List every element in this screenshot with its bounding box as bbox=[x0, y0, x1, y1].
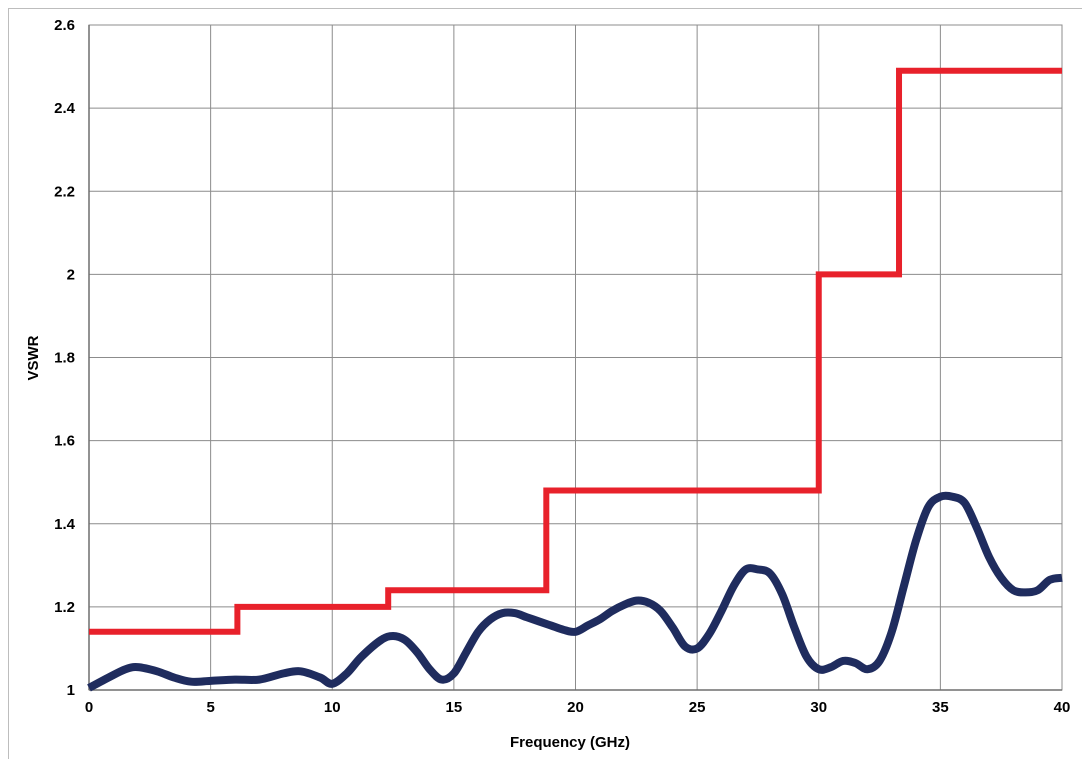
x-tick-label: 20 bbox=[567, 699, 584, 716]
y-tick-label: 1.2 bbox=[54, 599, 75, 616]
y-tick-label: 2.2 bbox=[54, 183, 75, 200]
tick-labels: 0 5 10 15 20 25 30 35 40 1 1.2 1.4 1.6 1.8 2 2.2 2.4 2.6 bbox=[54, 17, 1070, 716]
plot-area-border bbox=[88, 24, 1063, 691]
y-tick-label: 2.6 bbox=[54, 17, 75, 34]
x-tick-label: 15 bbox=[446, 699, 463, 716]
frame-border-left bbox=[8, 8, 9, 759]
x-tick-label: 30 bbox=[810, 699, 827, 716]
x-tick-label: 35 bbox=[932, 699, 949, 716]
x-tick-label: 0 bbox=[85, 699, 93, 716]
grid-lines bbox=[88, 24, 1063, 691]
x-tick-label: 25 bbox=[689, 699, 706, 716]
y-tick-label: 1.6 bbox=[54, 433, 75, 450]
y-tick-label: 2.4 bbox=[54, 100, 76, 117]
y-tick-label: 1 bbox=[67, 682, 75, 699]
y-tick-label: 1.4 bbox=[54, 516, 76, 533]
vswr-limit-step-line bbox=[89, 67, 1062, 635]
y-axis-title: VSWR bbox=[25, 335, 42, 380]
y-tick-label: 2 bbox=[67, 266, 75, 283]
x-tick-label: 10 bbox=[324, 699, 341, 716]
y-tick-label: 1.8 bbox=[54, 350, 75, 367]
x-tick-label: 5 bbox=[206, 699, 214, 716]
frame-border-top bbox=[8, 8, 1082, 9]
series-layer bbox=[87, 67, 1063, 692]
measured-vswr-line bbox=[87, 491, 1063, 692]
x-tick-label: 40 bbox=[1054, 699, 1071, 716]
x-axis-title: Frequency (GHz) bbox=[510, 734, 630, 751]
